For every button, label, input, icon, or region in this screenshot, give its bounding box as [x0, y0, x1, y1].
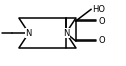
Text: O: O	[98, 17, 105, 26]
Text: N: N	[26, 29, 32, 37]
Text: O: O	[98, 36, 105, 45]
Text: N: N	[63, 29, 69, 37]
Text: HO: HO	[92, 5, 105, 14]
